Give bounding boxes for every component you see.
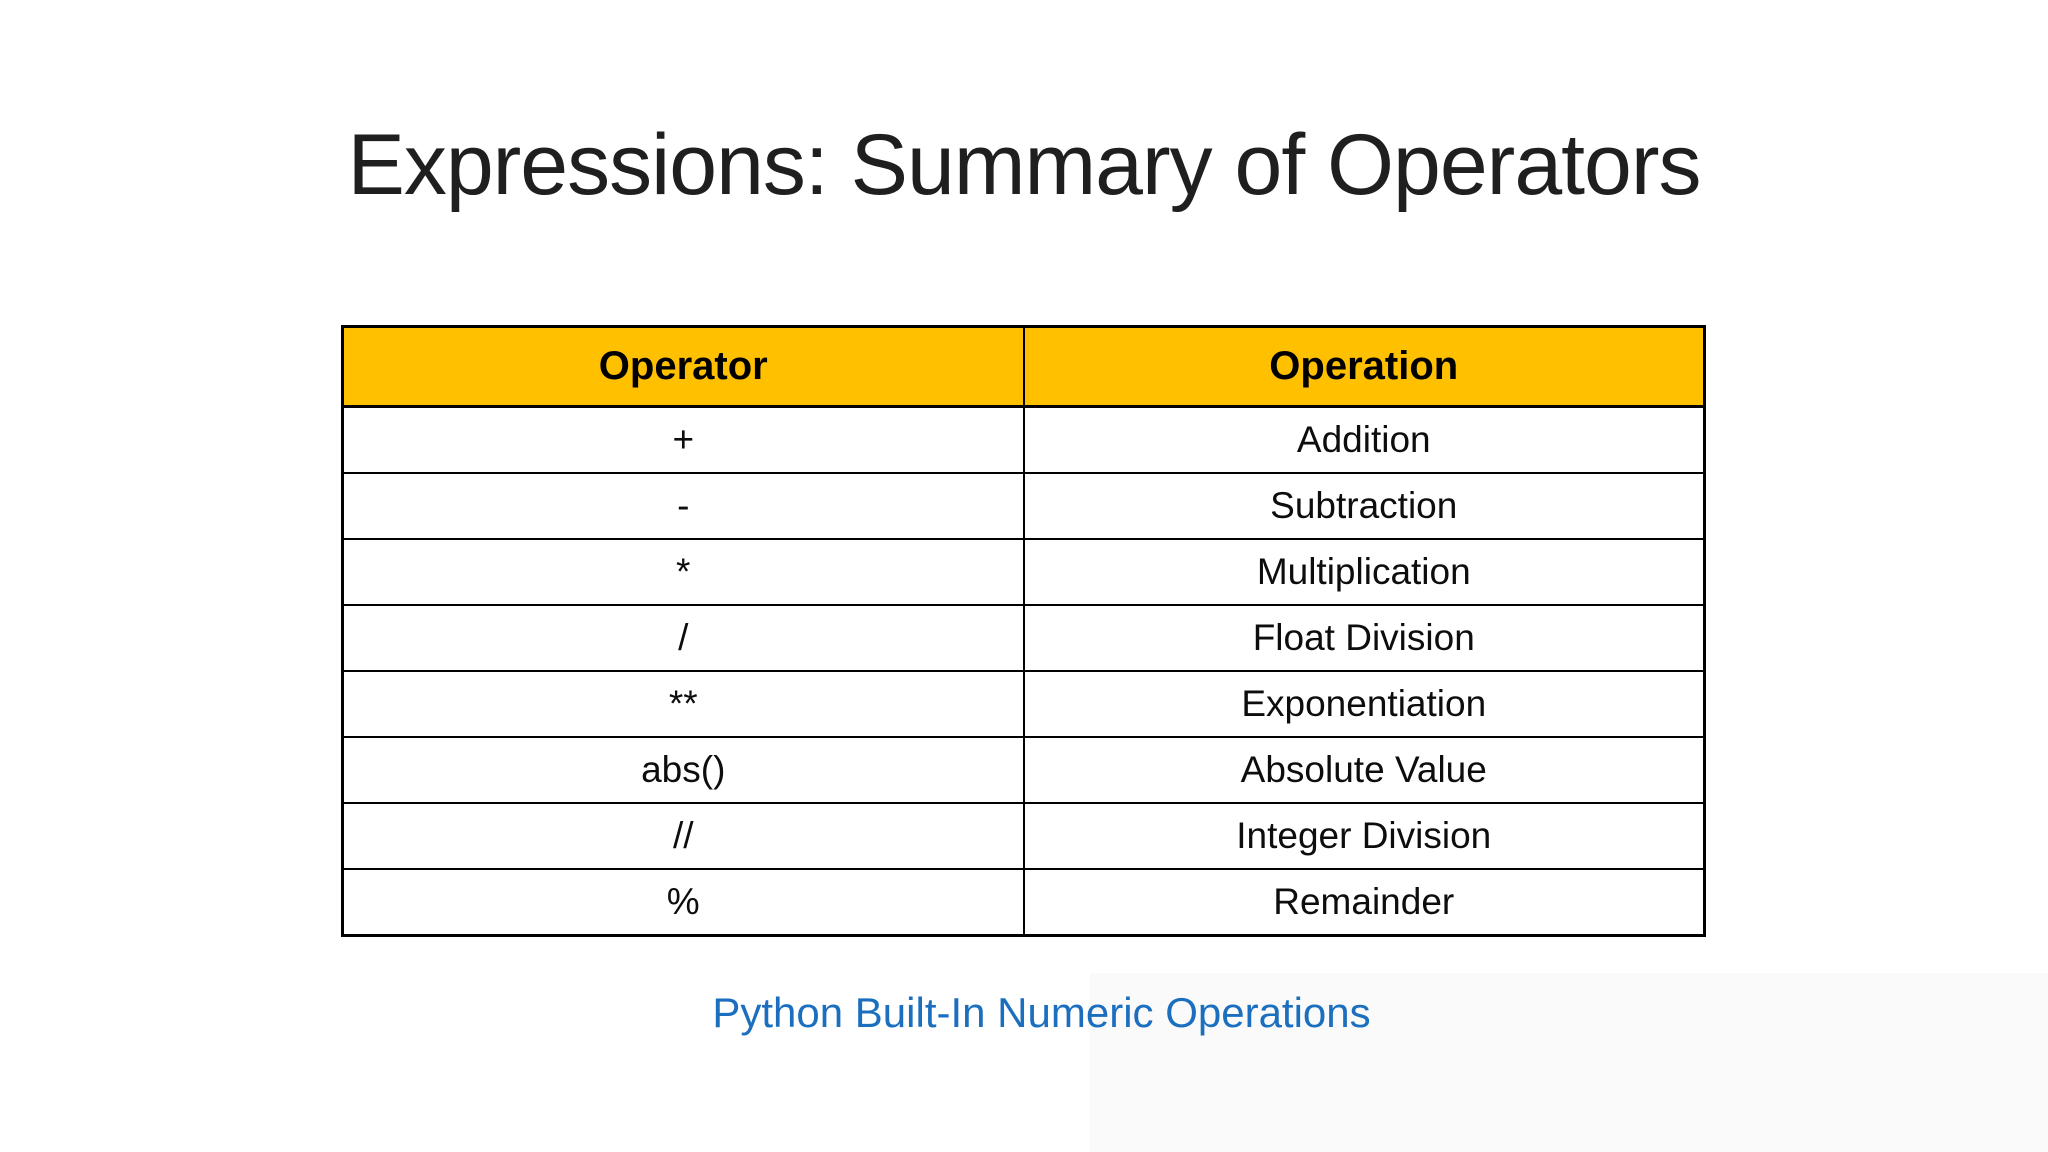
operator-cell: / [341,603,1025,673]
operator-cell: - [341,471,1025,540]
table-header-row: Operator Operation [341,325,1706,408]
table-row: ** Exponentiation [341,669,1706,739]
slide-title: Expressions: Summary of Operators [347,117,1701,213]
operator-cell: * [341,537,1025,606]
table-row: - Subtraction [341,471,1706,540]
operation-cell: Exponentiation [1022,669,1706,739]
operation-cell: Multiplication [1022,537,1706,606]
operation-cell: Float Division [1022,603,1706,673]
operation-cell: Absolute Value [1022,736,1706,805]
table-row: // Integer Division [341,802,1706,871]
table-row: % Remainder [341,868,1706,937]
operators-table: Operator Operation + Addition - Subtract… [341,325,1706,937]
table-row: + Addition [341,405,1706,474]
operation-cell: Integer Division [1022,802,1706,871]
python-numeric-operations-link[interactable]: Python Built-In Numeric Operations [712,989,1371,1036]
operation-cell: Addition [1022,405,1706,474]
operation-cell: Subtraction [1022,471,1706,540]
table-row: * Multiplication [341,537,1706,606]
column-header-operation: Operation [1022,325,1706,408]
operation-cell: Remainder [1022,868,1706,937]
operator-cell: // [341,802,1025,871]
operator-cell: abs() [341,736,1025,805]
operator-cell: ** [341,669,1025,739]
table-row: abs() Absolute Value [341,736,1706,805]
table-row: / Float Division [341,603,1706,673]
operator-cell: % [341,868,1025,937]
operator-cell: + [341,405,1025,474]
background-artifact [1090,973,2048,1152]
column-header-operator: Operator [341,325,1025,408]
